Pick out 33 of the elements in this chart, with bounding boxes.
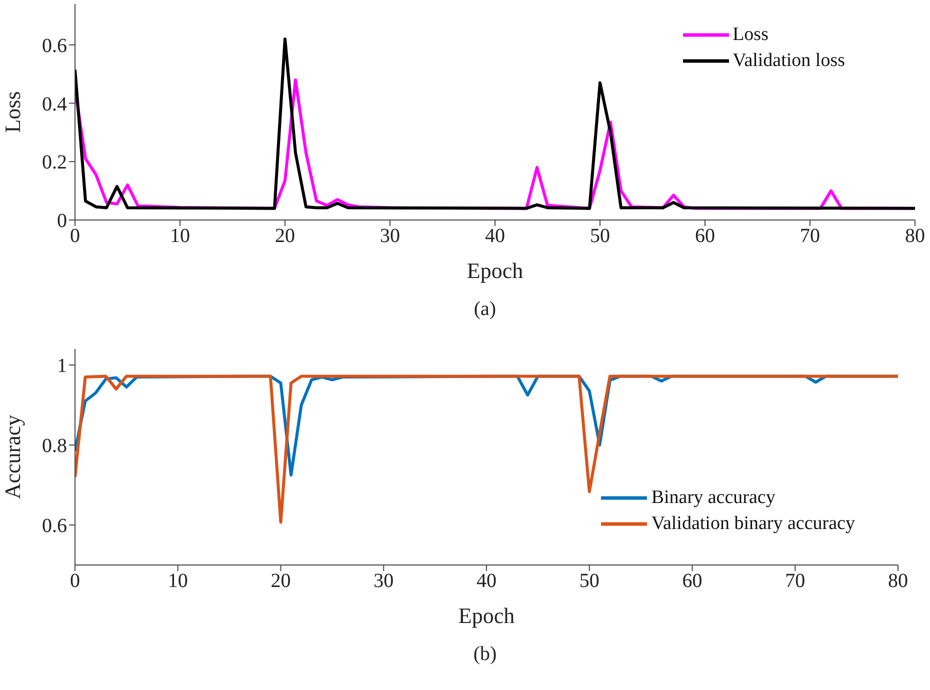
y-tick-label: 0.2 (42, 152, 67, 174)
y-axis-title: Loss (0, 91, 25, 133)
x-tick-label: 80 (905, 225, 925, 248)
x-axis-title: Epoch (458, 603, 515, 628)
x-tick-label: 70 (800, 225, 820, 248)
x-tick-label: 30 (374, 570, 394, 592)
x-axis-title: Epoch (466, 258, 524, 283)
x-tick-label: 20 (270, 570, 291, 592)
x-tick-label: 10 (170, 225, 190, 248)
x-tick-label: 60 (695, 225, 715, 248)
x-tick-label: 40 (476, 570, 496, 592)
x-tick-label: 10 (168, 570, 188, 592)
text: (a) (472, 298, 498, 321)
y-tick-label: 0.6 (42, 515, 67, 538)
legend-label: Validation binary accuracy (651, 513, 855, 535)
x-tick-label: 50 (579, 570, 600, 592)
y-tick-label: 0.6 (42, 34, 67, 57)
x-tick-label: 20 (275, 225, 295, 248)
x-tick-label: 70 (785, 570, 806, 592)
x-tick-label: 80 (888, 570, 908, 592)
legend-label: Loss (732, 24, 768, 46)
y-tick-label: 0 (57, 210, 67, 232)
x-tick-label: 60 (682, 570, 702, 592)
legend-label: Validation loss (732, 50, 845, 72)
x-tick-label: 30 (380, 225, 400, 248)
y-tick-label: 0.4 (42, 93, 67, 116)
y-axis-title: Accuracy (0, 414, 25, 500)
text: (b) (472, 643, 498, 666)
y-tick-label: 1 (57, 355, 67, 378)
y-tick-label: 0.8 (42, 435, 67, 458)
x-tick-label: 40 (485, 225, 505, 248)
legend-label: Binary accuracy (651, 487, 776, 509)
x-tick-label: 50 (590, 225, 610, 248)
